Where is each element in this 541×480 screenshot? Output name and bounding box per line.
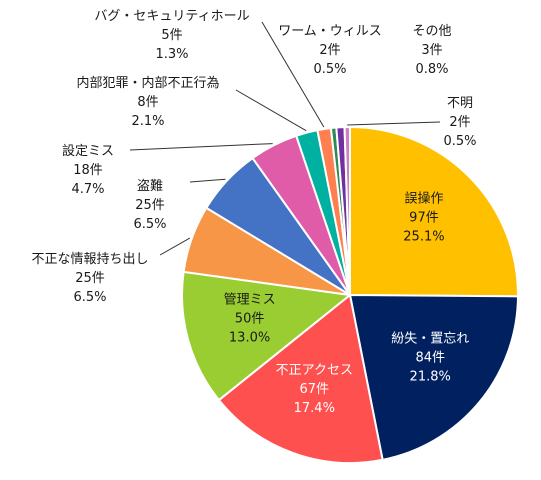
slice-label-5: 盗難 25件 6.5% [133, 178, 166, 232]
slice-name: 不明 [447, 96, 473, 111]
slice-name: 内部犯罪・内部不正行為 [76, 75, 219, 91]
slice-percent: 13.0% [229, 331, 270, 346]
slice-label-9: ワーム・ウィルス 2件 0.5% [278, 24, 382, 77]
slice-name: 管理ミス [224, 293, 276, 308]
slice-name: 不正アクセス [276, 363, 353, 378]
pie-slice-2 [217, 293, 384, 464]
leader-line-5 [189, 178, 226, 183]
slice-name: 紛失・置忘れ [391, 331, 469, 346]
pie-slice-11 [343, 125, 351, 296]
slice-percent: 6.5% [73, 290, 106, 305]
slice-name: バグ・セキュリティホール [94, 9, 249, 24]
slice-count: 2件 [449, 115, 470, 130]
slice-name: ワーム・ウィルス [278, 24, 382, 39]
slice-count: 67件 [300, 382, 330, 397]
slice-label-11: 不明 2件 0.5% [443, 96, 476, 149]
leader-line-7 [235, 89, 307, 132]
slice-count: 25件 [135, 198, 165, 213]
slice-count: 2件 [319, 43, 340, 58]
slice-name: 不正な情報持ち出し [31, 252, 148, 267]
slice-count: 5件 [161, 28, 182, 43]
slice-count: 97件 [409, 211, 439, 226]
slice-name: その他 [412, 24, 451, 39]
slice-label-3: 管理ミス 50件 13.0% [224, 293, 276, 346]
leader-lines [129, 21, 441, 256]
slice-percent: 0.8% [415, 62, 448, 77]
leader-line-8 [261, 21, 325, 128]
slice-percent: 6.5% [133, 217, 166, 232]
leader-line-6 [129, 143, 273, 151]
pie-slice-3 [181, 270, 353, 402]
slice-label-8: バグ・セキュリティホール 5件 1.3% [94, 9, 249, 62]
pie-slices [181, 125, 520, 464]
slice-label-6: 設定ミス 18件 4.7% [62, 143, 114, 197]
slice-label-4: 不正な情報持ち出し 25件 6.5% [31, 252, 148, 305]
slice-count: 18件 [73, 163, 103, 178]
slice-name: 誤操作 [404, 191, 443, 207]
slice-labels: 誤操作 97件 25.1% 紛失・置忘れ 84件 21.8% 不正アクセス 67件 17.4% 管… [31, 9, 476, 416]
slice-label-1: 紛失・置忘れ 84件 21.8% [391, 331, 469, 384]
slice-count: 25件 [75, 271, 105, 286]
pie-slice-0 [349, 125, 519, 298]
slice-label-2: 不正アクセス 67件 17.4% [276, 363, 353, 416]
leader-line-4 [159, 237, 191, 256]
leader-line-11 [347, 121, 441, 126]
slice-name: 盗難 [137, 178, 163, 194]
slice-percent: 4.7% [71, 182, 104, 197]
slice-percent: 0.5% [313, 62, 346, 77]
slice-label-0: 誤操作 97件 25.1% [403, 191, 444, 245]
slice-percent: 1.3% [155, 47, 188, 62]
slice-percent: 0.5% [443, 134, 476, 149]
slice-name: 設定ミス [62, 143, 114, 159]
slice-count: 50件 [235, 312, 265, 327]
pie-slice-1 [348, 293, 520, 461]
slice-count: 3件 [421, 43, 442, 58]
slice-percent: 25.1% [403, 230, 444, 245]
slice-percent: 2.1% [131, 114, 164, 129]
slice-label-7: 内部犯罪・内部不正行為 8件 2.1% [76, 75, 219, 129]
slice-count: 8件 [137, 95, 158, 110]
slice-percent: 21.8% [410, 369, 451, 384]
slice-percent: 17.4% [294, 401, 335, 416]
slice-label-10: その他 3件 0.8% [412, 24, 451, 77]
slice-count: 84件 [415, 350, 445, 365]
